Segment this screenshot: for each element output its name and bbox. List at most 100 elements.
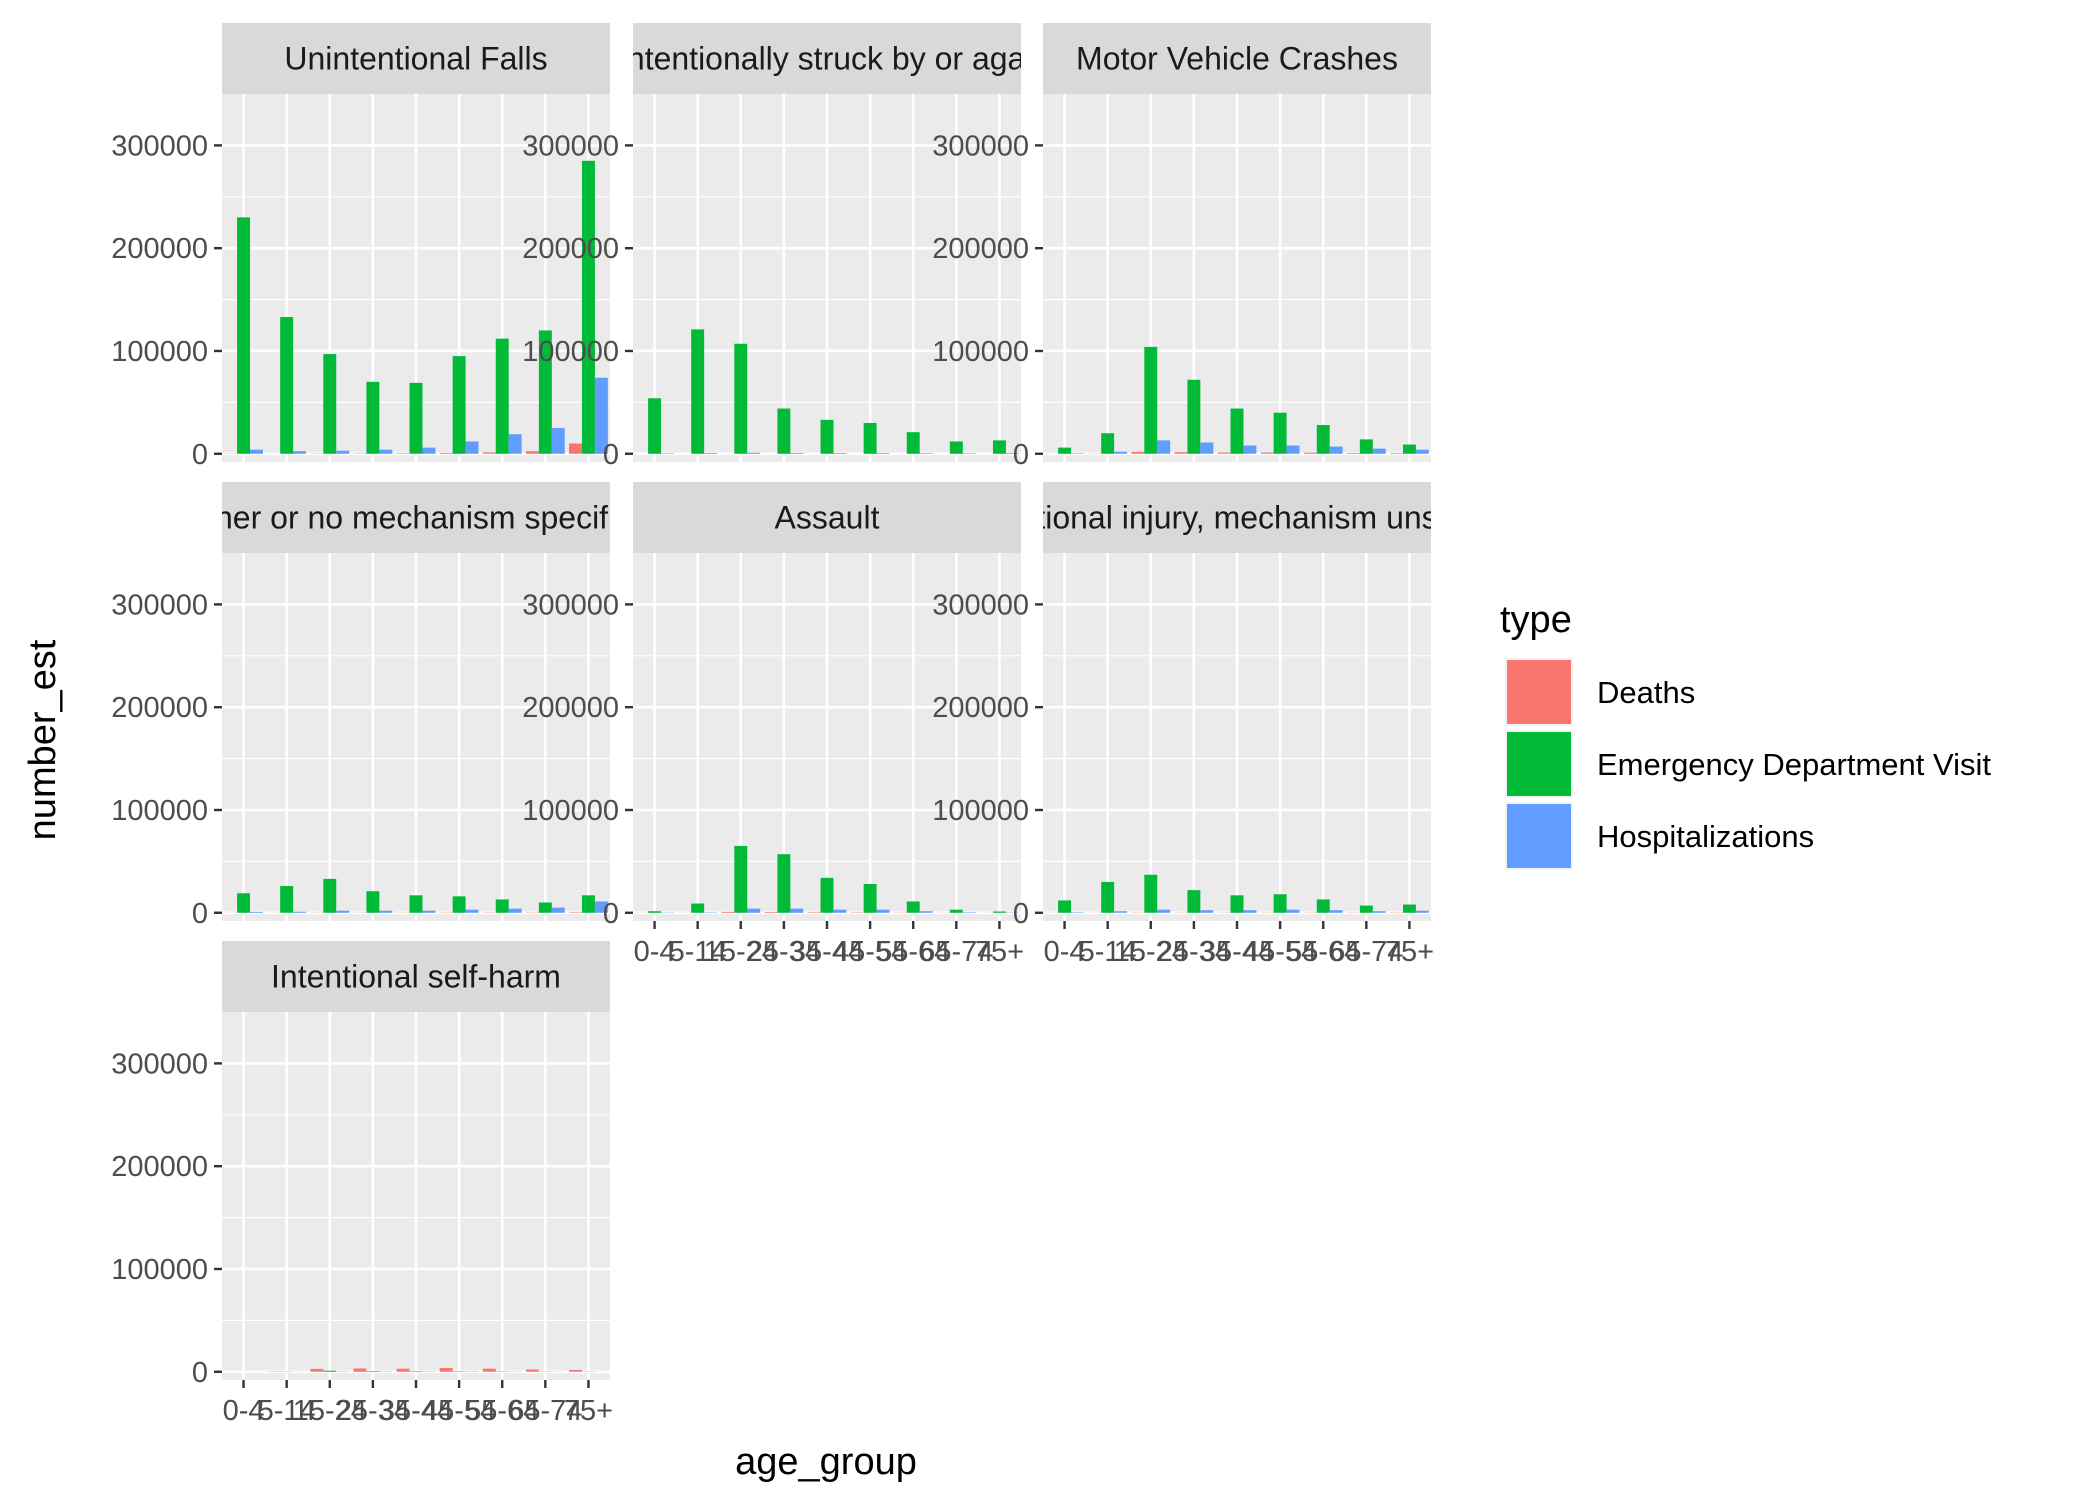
bar-emergency-department-visit-75 xyxy=(1402,444,1416,454)
y-tick-label: 100000 xyxy=(522,336,619,368)
bar-emergency-department-visit-35-44 xyxy=(820,877,834,913)
x-tick-label: 25-34 xyxy=(747,936,821,968)
bar-emergency-department-visit-25-34 xyxy=(366,891,380,913)
facet-strip-label: Other or no mechanism specified xyxy=(181,500,651,536)
bar-hospitalizations-55-64 xyxy=(508,434,522,454)
bar-emergency-department-visit-15-24 xyxy=(1144,346,1158,454)
bar-emergency-department-visit-55-64 xyxy=(1316,899,1330,913)
bar-hospitalizations-15-24 xyxy=(336,910,350,913)
bar-emergency-department-visit-15-24 xyxy=(323,878,337,913)
x-tick-label: 55-64 xyxy=(465,1395,539,1427)
facet-strip-label: Assault xyxy=(775,500,880,536)
legend-label-emergency-department-visit: Emergency Department Visit xyxy=(1597,747,1991,782)
bar-emergency-department-visit-5-14 xyxy=(1101,433,1115,454)
x-tick-label: 75+ xyxy=(1385,936,1434,968)
facet-strip-label: Unintentional injury, mechanism unspecif… xyxy=(926,500,1548,536)
bar-hospitalizations-65-74 xyxy=(551,428,565,454)
bar-hospitalizations-75 xyxy=(594,901,608,913)
y-tick-label: 0 xyxy=(192,898,208,930)
y-tick-label: 300000 xyxy=(522,130,619,162)
y-tick-label: 100000 xyxy=(111,1254,208,1286)
bar-deaths-15-24 xyxy=(1131,451,1145,454)
bar-hospitalizations-55-64 xyxy=(1329,446,1343,454)
bar-emergency-department-visit-45-54 xyxy=(452,896,466,913)
y-tick-label: 300000 xyxy=(522,589,619,621)
x-tick-label: 45-54 xyxy=(833,936,907,968)
bar-hospitalizations-25-34 xyxy=(790,452,804,454)
bar-emergency-department-visit-55-64 xyxy=(495,899,509,913)
bar-emergency-department-visit-35-44 xyxy=(409,895,423,913)
bar-hospitalizations-25-34 xyxy=(790,908,804,913)
bar-hospitalizations-75 xyxy=(1415,910,1429,913)
x-tick-label: 65-74 xyxy=(508,1395,582,1427)
facet-strip xyxy=(222,482,610,553)
bar-deaths-45-54 xyxy=(439,1367,453,1372)
bar-deaths-55-64 xyxy=(482,452,496,454)
bar-emergency-department-visit-65-74 xyxy=(1359,439,1373,454)
y-tick-label: 200000 xyxy=(111,692,208,724)
facet-strip xyxy=(222,941,610,1012)
facet-strip-label: Unintentionally struck by or against xyxy=(579,41,1075,77)
bar-emergency-department-visit-0-4 xyxy=(1058,447,1072,454)
y-tick-label: 0 xyxy=(1013,439,1029,471)
bar-emergency-department-visit-0-4 xyxy=(237,893,251,913)
bar-deaths-35-44 xyxy=(396,1368,410,1372)
bar-emergency-department-visit-75 xyxy=(581,160,595,454)
bar-deaths-65-74 xyxy=(1346,453,1360,454)
bar-hospitalizations-65-74 xyxy=(551,907,565,913)
bar-deaths-35-44 xyxy=(396,453,410,454)
panel-other-or-no-mechanism-specified: Other or no mechanism specified 0 100000 20… xyxy=(111,482,651,930)
bar-deaths-75 xyxy=(569,912,582,913)
bar-emergency-department-visit-5-14 xyxy=(1101,881,1115,913)
x-tick-label: 25-34 xyxy=(1157,936,1231,968)
x-tick-label: 5-14 xyxy=(669,936,727,968)
bar-deaths-25-34 xyxy=(353,1368,367,1372)
panel-unintentional-injury-mechanism-unspecified: Unintentional injury, mechanism unspecif… xyxy=(926,482,1548,968)
x-tick-label: 55-64 xyxy=(876,936,950,968)
bar-hospitalizations-35-44 xyxy=(1243,910,1257,913)
bar-hospitalizations-45-54 xyxy=(1286,909,1300,913)
bar-deaths-75 xyxy=(569,443,582,454)
bar-emergency-department-visit-55-64 xyxy=(906,432,920,454)
x-tick-label: 55-64 xyxy=(1286,936,1360,968)
x-tick-label: 15-24 xyxy=(293,1395,367,1427)
y-axis-title: number_est xyxy=(22,639,64,840)
bar-hospitalizations-65-74 xyxy=(1372,911,1386,913)
bar-emergency-department-visit-45-54 xyxy=(863,883,877,913)
bar-hospitalizations-0-4 xyxy=(1071,453,1084,454)
legend-label-deaths: Deaths xyxy=(1597,675,1695,710)
x-tick-label: 45-54 xyxy=(422,1395,496,1427)
bar-emergency-department-visit-35-44 xyxy=(1230,895,1244,913)
y-tick-label: 0 xyxy=(603,439,619,471)
bar-emergency-department-visit-25-34 xyxy=(366,381,380,454)
bar-hospitalizations-25-34 xyxy=(379,449,393,454)
bar-hospitalizations-15-24 xyxy=(336,450,350,454)
bar-hospitalizations-45-54 xyxy=(465,909,479,913)
bar-hospitalizations-15-24 xyxy=(1157,909,1171,913)
bar-deaths-15-24 xyxy=(721,911,735,913)
legend-key-emergency-department-visit xyxy=(1507,732,1571,796)
bar-emergency-department-visit-45-54 xyxy=(452,356,466,454)
x-tick-label: 0-4 xyxy=(223,1395,265,1427)
bar-emergency-department-visit-65-74 xyxy=(949,909,963,913)
x-tick-label: 65-74 xyxy=(919,936,993,968)
y-tick-label: 300000 xyxy=(111,589,208,621)
bar-deaths-35-44 xyxy=(807,912,821,913)
bar-hospitalizations-25-34 xyxy=(1200,910,1214,913)
bar-emergency-department-visit-25-34 xyxy=(777,854,791,913)
bar-hospitalizations-75 xyxy=(1415,449,1429,454)
y-tick-label: 200000 xyxy=(111,1151,208,1183)
bar-emergency-department-visit-35-44 xyxy=(1230,408,1244,454)
x-tick-label: 35-44 xyxy=(379,1395,453,1427)
bar-emergency-department-visit-55-64 xyxy=(495,338,509,454)
bar-hospitalizations-0-4 xyxy=(661,453,674,454)
legend: type Deaths Emergency Department Visit Hosp… xyxy=(1500,599,1991,870)
facet-strip-label: Motor Vehicle Crashes xyxy=(1076,41,1398,77)
bar-hospitalizations-55-64 xyxy=(919,911,933,913)
bar-hospitalizations-45-54 xyxy=(876,453,890,454)
legend-title: type xyxy=(1500,599,1572,641)
bar-hospitalizations-65-74 xyxy=(1372,448,1386,454)
facet-strip-label: Intentional self-harm xyxy=(271,959,561,995)
bar-emergency-department-visit-65-74 xyxy=(1359,905,1373,913)
bar-emergency-department-visit-5-14 xyxy=(691,903,705,913)
